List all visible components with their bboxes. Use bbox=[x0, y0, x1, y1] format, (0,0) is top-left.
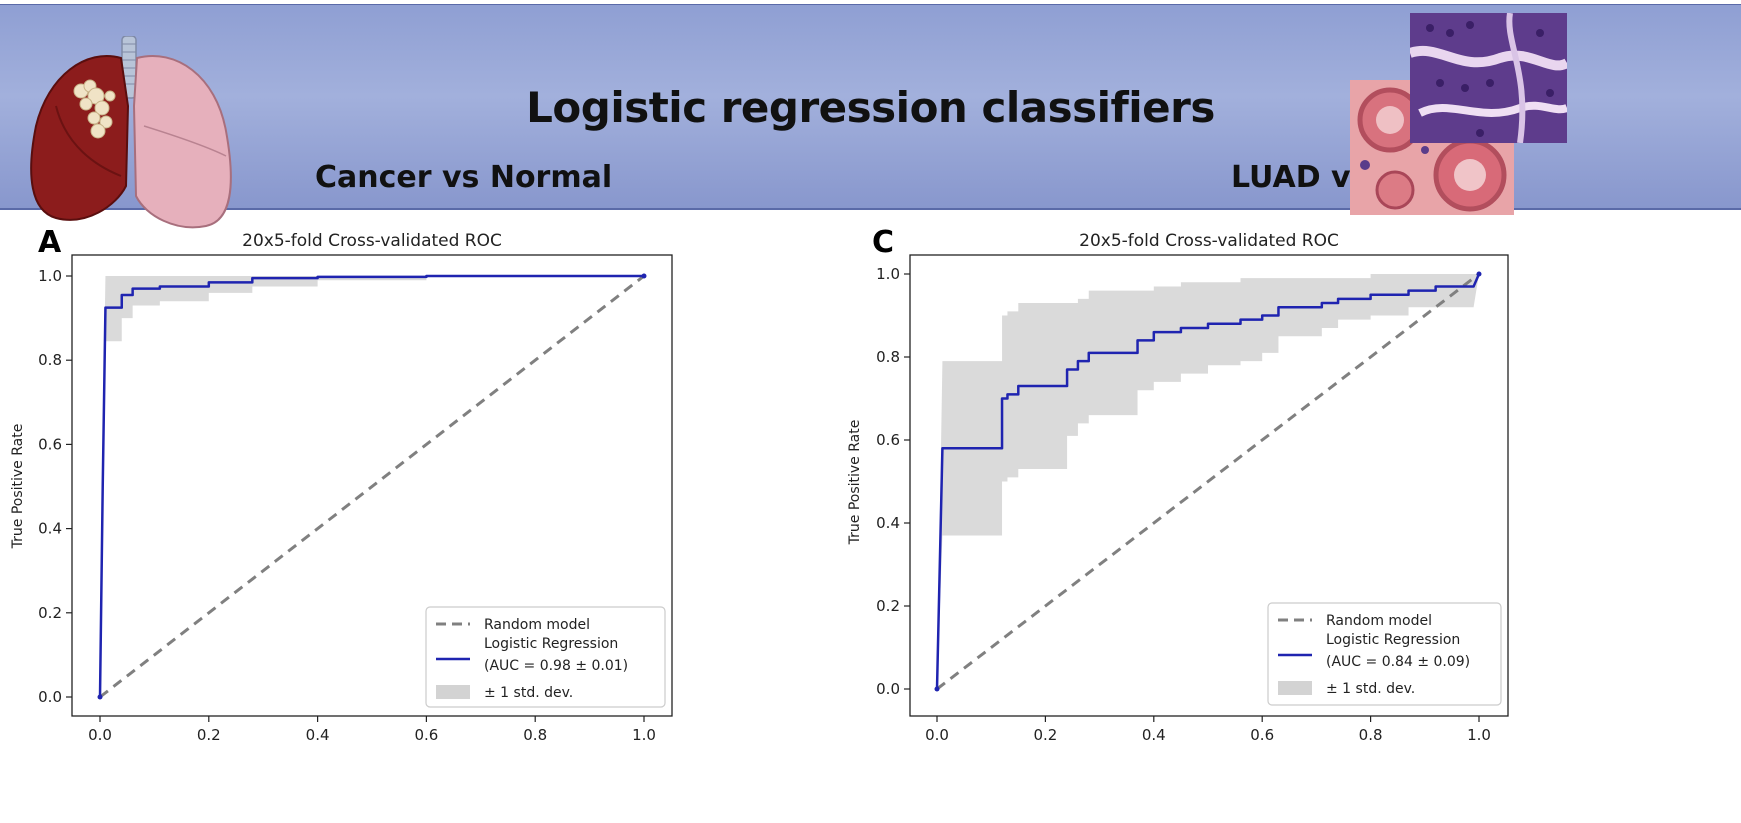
x-tick-label: 1.0 bbox=[632, 726, 656, 744]
y-tick-label: 0.0 bbox=[876, 680, 900, 698]
y-tick-label: 0.6 bbox=[38, 435, 62, 453]
x-tick-label: 0.6 bbox=[1250, 726, 1274, 744]
y-tick-label: 0.6 bbox=[876, 431, 900, 449]
roc-end-point bbox=[641, 273, 647, 279]
legend-auc-label: (AUC = 0.84 ± 0.09) bbox=[1326, 654, 1470, 670]
legend-box bbox=[425, 606, 666, 708]
legend-random-label: Random model bbox=[484, 617, 590, 633]
x-tick-label: 0.0 bbox=[925, 726, 949, 744]
y-tick-label: 0.4 bbox=[876, 514, 900, 532]
x-tick-label: 0.2 bbox=[1033, 726, 1057, 744]
legend-band-swatch bbox=[1278, 681, 1312, 695]
histology-image-luad bbox=[1410, 13, 1567, 143]
legend-band-label: ± 1 std. dev. bbox=[484, 685, 573, 701]
legend-roc-label: Logistic Regression bbox=[484, 636, 618, 652]
y-tick-label: 0.8 bbox=[38, 351, 62, 369]
left-subtitle: Cancer vs Normal bbox=[315, 160, 613, 195]
roc-curve bbox=[98, 274, 644, 698]
legend-random-label: Random model bbox=[1326, 613, 1432, 629]
x-tick-label: 0.8 bbox=[523, 726, 547, 744]
y-tick-label: 0.8 bbox=[876, 348, 900, 366]
y-axis-label: True Positive Rate bbox=[847, 420, 863, 546]
panel-letter-a: A bbox=[38, 225, 62, 260]
random-model-line bbox=[936, 272, 1480, 691]
x-tick-label: 0.4 bbox=[306, 726, 330, 744]
plot-frame bbox=[909, 254, 1509, 717]
x-tick-label: 0.2 bbox=[197, 726, 221, 744]
legend-roc-label: Logistic Regression bbox=[1326, 632, 1460, 648]
legend-band-label: ± 1 std. dev. bbox=[1326, 681, 1415, 697]
roc-panel-c: 20x5-fold Cross-validated ROC True Positi… bbox=[847, 231, 1509, 744]
x-tick-label: 0.0 bbox=[88, 726, 112, 744]
panel-letter-c: C bbox=[872, 225, 895, 260]
roc-start-point bbox=[934, 686, 940, 692]
y-tick-label: 0.0 bbox=[38, 688, 62, 706]
y-tick-label: 0.4 bbox=[38, 520, 62, 538]
x-tick-label: 0.8 bbox=[1359, 726, 1383, 744]
roc-curve bbox=[935, 273, 1481, 690]
legend-auc-label: (AUC = 0.98 ± 0.01) bbox=[484, 658, 628, 674]
y-tick-label: 1.0 bbox=[38, 267, 62, 285]
chart-title: 20x5-fold Cross-validated ROC bbox=[242, 231, 502, 251]
legend-box bbox=[1267, 602, 1502, 706]
chart-title: 20x5-fold Cross-validated ROC bbox=[1079, 231, 1339, 251]
x-tick-label: 1.0 bbox=[1467, 726, 1491, 744]
legend: Random model Logistic Regression (AUC = 0.… bbox=[425, 606, 666, 708]
roc-start-point bbox=[97, 694, 103, 700]
x-tick-label: 0.4 bbox=[1142, 726, 1166, 744]
roc-end-point bbox=[1476, 271, 1482, 277]
y-tick-label: 0.2 bbox=[38, 604, 62, 622]
plot-frame bbox=[71, 254, 673, 717]
random-model-line bbox=[99, 274, 645, 699]
roc-panel-a: 20x5-fold Cross-validated ROC True Positi… bbox=[10, 231, 673, 744]
y-tick-label: 1.0 bbox=[876, 265, 900, 283]
y-axis-label: True Positive Rate bbox=[10, 424, 26, 550]
banner-title: Logistic regression classifiers bbox=[526, 83, 1215, 132]
x-tick-label: 0.6 bbox=[414, 726, 438, 744]
legend-band-swatch bbox=[436, 685, 470, 699]
y-tick-label: 0.2 bbox=[876, 597, 900, 615]
legend: Random model Logistic Regression (AUC = 0.… bbox=[1267, 602, 1502, 706]
std-dev-band bbox=[937, 274, 1479, 689]
lungs-illustration bbox=[30, 36, 232, 229]
